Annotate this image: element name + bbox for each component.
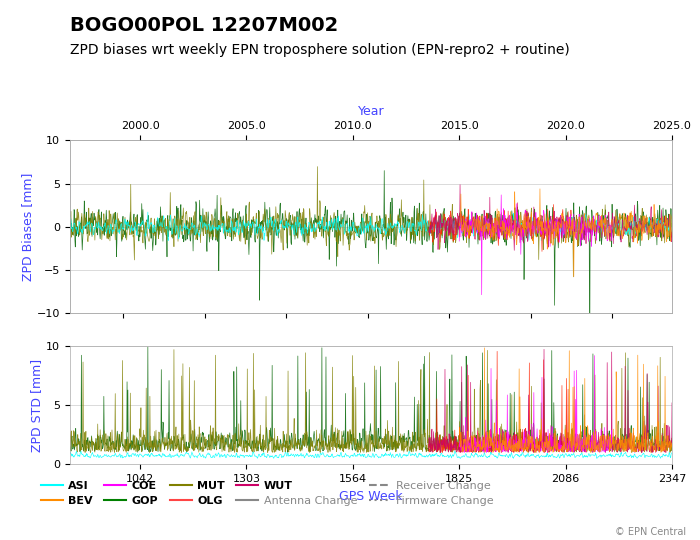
Text: ZPD biases wrt weekly EPN troposphere solution (EPN-repro2 + routine): ZPD biases wrt weekly EPN troposphere so… [70,43,570,57]
Legend: ASI, BEV, COE, GOP, MUT, OLG, WUT, Antenna Change, Receiver Change, Firmware Cha: ASI, BEV, COE, GOP, MUT, OLG, WUT, Anten… [41,481,494,507]
Y-axis label: ZPD STD [mm]: ZPD STD [mm] [31,359,43,451]
Y-axis label: ZPD Biases [mm]: ZPD Biases [mm] [21,173,34,281]
X-axis label: GPS Week: GPS Week [340,490,402,503]
Text: BOGO00POL 12207M002: BOGO00POL 12207M002 [70,16,338,35]
X-axis label: Year: Year [358,105,384,118]
Text: © EPN Central: © EPN Central [615,527,686,537]
